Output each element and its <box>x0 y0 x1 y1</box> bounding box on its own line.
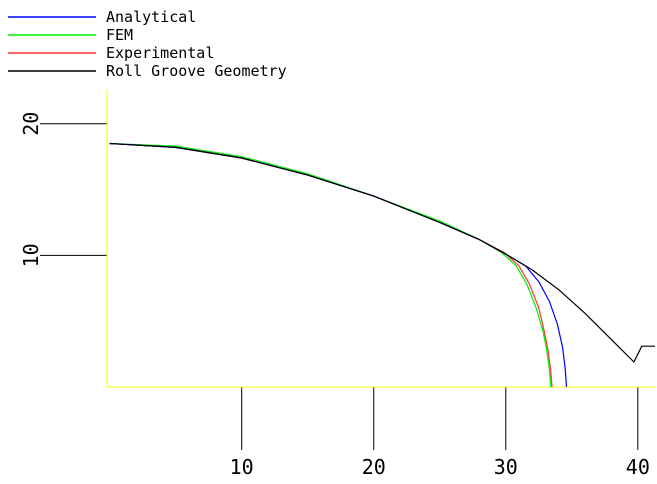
legend-label: FEM <box>106 26 133 44</box>
x-tick-label: 40 <box>626 455 650 479</box>
series-line-experimental <box>109 142 553 388</box>
series-line-fem <box>109 142 552 388</box>
axes-frame <box>106 90 655 388</box>
series-line-roll-groove-geometry <box>109 142 655 363</box>
x-tick-label: 20 <box>362 455 386 479</box>
x-tick-label: 30 <box>494 455 518 479</box>
y-tick-label: 20 <box>19 112 43 136</box>
legend-label: Roll Groove Geometry <box>106 62 287 80</box>
y-tick-label: 10 <box>19 243 43 267</box>
x-tick-label: 10 <box>230 455 254 479</box>
legend-label: Analytical <box>106 8 196 26</box>
axis-ticks: 10 20 30 40 10 20 <box>19 112 650 479</box>
series-lines <box>109 142 655 388</box>
legend-label: Experimental <box>106 44 214 62</box>
series-line-analytical <box>109 142 568 388</box>
